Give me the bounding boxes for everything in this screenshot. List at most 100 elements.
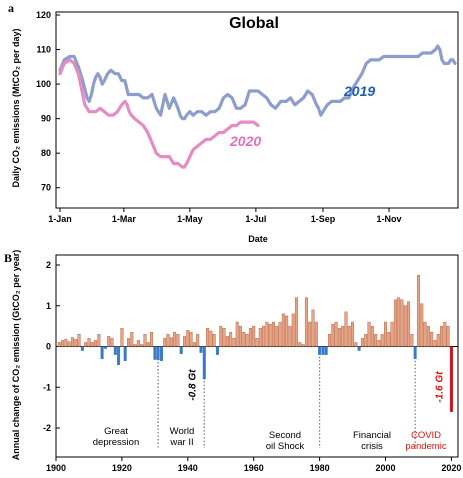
annotation-2009-label: crisis — [361, 441, 383, 452]
bar-2011 — [420, 303, 424, 347]
bar-1984 — [331, 323, 335, 347]
panel-a-x-axis: 1-Jan 1-Mar 1-May 1-Jul 1-Sep 1-Nov — [48, 208, 401, 224]
panel-a-y-tick-label: 100 — [36, 79, 51, 89]
bar-1968 — [278, 321, 282, 347]
bar-1978 — [311, 309, 315, 347]
bar-1941 — [189, 332, 193, 347]
series-2020-label: 2020 — [229, 133, 261, 149]
bar-1910 — [87, 338, 91, 347]
annotation-1980-label: Second — [269, 430, 301, 441]
bar-1950 — [219, 325, 223, 347]
bar-1935 — [169, 337, 173, 347]
bar-1931 — [156, 346, 160, 361]
panel-a-x-tick-label: 1-Nov — [376, 214, 401, 224]
panel-a-x-tick-label: 1-Mar — [112, 214, 137, 224]
bar-1982 — [324, 346, 328, 355]
bar-1911 — [90, 342, 94, 347]
bar-1929 — [150, 332, 154, 347]
bar-1977 — [308, 321, 312, 347]
bar-1924 — [133, 344, 137, 347]
bar-1979 — [314, 321, 318, 347]
annotation-1945-label: World — [170, 426, 195, 437]
bar-1987 — [341, 325, 345, 347]
bar-2001 — [387, 332, 391, 347]
bar-1951 — [222, 327, 226, 347]
bar-2000 — [384, 321, 387, 347]
panel-b-y-axis-label: Annual change of CO₂ emission (GtCO₂ per… — [11, 250, 21, 461]
panel-a-x-tick-label: 1-Sep — [311, 214, 336, 224]
bar-1975 — [301, 344, 305, 347]
bar-1902 — [61, 340, 65, 347]
bar-2009 — [413, 346, 417, 359]
bar-1985 — [334, 321, 338, 347]
bar-1907 — [77, 334, 81, 347]
bar-1972 — [291, 313, 295, 347]
bar-2007 — [407, 301, 411, 347]
bar-1983 — [328, 334, 331, 347]
bar-1997 — [374, 334, 378, 347]
bar-1988 — [344, 311, 348, 347]
bar-1942 — [192, 342, 196, 347]
bar-1967 — [275, 325, 279, 347]
panel-a-y-tick-label: 120 — [36, 10, 51, 20]
bar-1998 — [377, 340, 381, 347]
bar-2005 — [400, 299, 404, 347]
bar-1917 — [110, 338, 114, 347]
bar-2003 — [393, 299, 397, 347]
bar-1981 — [321, 346, 325, 355]
bar-1991 — [354, 342, 358, 347]
series-2019-label: 2019 — [343, 83, 375, 99]
panel-a-y-axis: 70 80 90 100 110 120 — [36, 10, 60, 193]
bar-1908 — [80, 346, 84, 351]
bar-2006 — [403, 305, 407, 347]
bar-1925 — [136, 340, 140, 347]
bar-1969 — [281, 313, 285, 347]
bar-1962 — [258, 327, 262, 347]
bar-1964 — [265, 321, 269, 347]
bar-2004 — [397, 297, 401, 347]
bar-1939 — [183, 336, 186, 347]
annotation-2020-label: pandemic — [405, 441, 446, 452]
panel-b-plot-area — [56, 274, 458, 412]
panel-b-letter: B — [4, 251, 12, 265]
series-2019-line — [58, 44, 457, 121]
bar-1904 — [67, 341, 71, 347]
bar-1959 — [248, 327, 252, 347]
bar-1956 — [239, 325, 243, 347]
panel-b-x-tick-label: 1920 — [112, 463, 132, 473]
bar-1974 — [298, 342, 302, 347]
bar-1992 — [357, 346, 361, 351]
bar-1914 — [100, 346, 104, 359]
panel-a-frame — [55, 11, 459, 209]
annotation-2009-label: Financial — [353, 430, 391, 441]
bar-1928 — [146, 342, 150, 347]
panel-b-y-tick-label: 2 — [46, 260, 51, 270]
panel-a-title: Global — [229, 15, 279, 32]
bar-1920 — [120, 327, 124, 347]
annotation-1931-label: Great — [104, 426, 128, 437]
bar-1976 — [304, 297, 308, 347]
bar-1953 — [229, 332, 233, 347]
bar-1989 — [347, 325, 351, 347]
bar-1916 — [107, 336, 111, 347]
bar-1957 — [242, 332, 246, 347]
bar-1934 — [166, 334, 170, 347]
bar-2020 — [449, 346, 453, 412]
panel-b-x-tick-label: 2000 — [375, 463, 395, 473]
bar-1952 — [225, 336, 229, 347]
bar-2008 — [410, 334, 414, 347]
bar-1923 — [130, 332, 134, 347]
bar-1995 — [367, 321, 371, 347]
bar-1944 — [199, 346, 203, 353]
bar-2019 — [446, 325, 450, 347]
panel-a-plot-area — [58, 44, 457, 169]
bar-1943 — [196, 334, 200, 347]
bar-1927 — [143, 334, 147, 347]
panel-a-x-tick-label: 1-Jul — [245, 214, 266, 224]
bar-2010 — [416, 274, 420, 347]
panel-b-y-tick-label: 1 — [46, 301, 51, 311]
bar-2018 — [443, 321, 447, 347]
bar-2012 — [423, 321, 427, 347]
bar-1905 — [70, 337, 74, 347]
